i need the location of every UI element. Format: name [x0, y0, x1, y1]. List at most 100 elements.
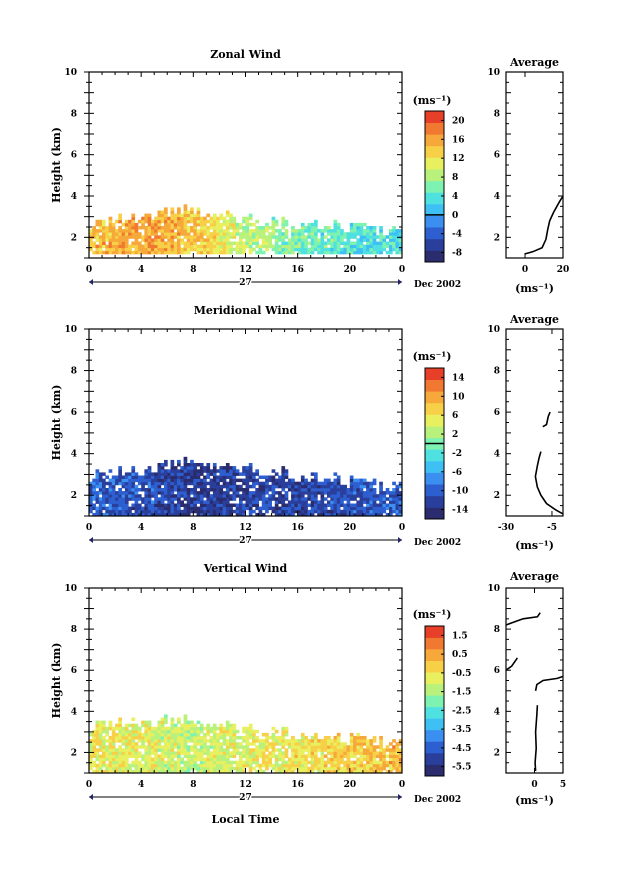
heatmap-cell	[314, 235, 318, 239]
heatmap-cell	[307, 481, 312, 486]
heatmap-cell	[310, 488, 315, 492]
heatmap-cell	[375, 497, 380, 501]
heatmap-cell	[118, 766, 122, 771]
heatmap-cell	[349, 241, 354, 245]
heatmap-cell	[193, 766, 197, 771]
heatmap-cell	[98, 720, 103, 725]
heatmap-cell	[173, 760, 178, 765]
heatmap-cell	[265, 736, 269, 740]
heatmap-cell	[183, 478, 188, 483]
heatmap-cell	[141, 732, 145, 737]
heatmap-cell	[154, 763, 158, 768]
heatmap-cell	[216, 748, 220, 752]
heatmap-cell	[160, 238, 165, 242]
heatmap-cell	[392, 739, 396, 743]
heatmap-cell	[239, 247, 243, 252]
heatmap-cell	[98, 763, 103, 768]
heatmap-cell	[150, 241, 155, 245]
heatmap-cell	[141, 766, 145, 771]
heatmap-cell	[248, 250, 253, 255]
heatmap-cell	[281, 466, 286, 470]
heatmap-cell	[297, 509, 302, 514]
heatmap-cell	[111, 229, 116, 233]
heatmap-cell	[343, 751, 347, 755]
heatmap-cell	[203, 506, 207, 511]
day-line-start-arrow	[89, 537, 93, 543]
heatmap-cell	[366, 766, 370, 771]
heatmap-cell	[362, 229, 367, 233]
heatmap-cell	[196, 481, 201, 486]
heatmap-cell	[395, 247, 400, 252]
heatmap-cell	[216, 238, 220, 242]
heatmap-cell	[346, 748, 351, 752]
heatmap-cell	[248, 472, 253, 476]
heatmap-cell	[392, 235, 396, 239]
heatmap-cell	[366, 754, 370, 758]
heatmap-cell	[320, 494, 325, 498]
heatmap-cell	[199, 494, 204, 498]
heatmap-cell	[225, 732, 230, 737]
heatmap-cell	[170, 509, 175, 514]
heatmap-cell	[379, 739, 383, 743]
heatmap-cell	[225, 481, 230, 486]
heatmap-cell	[359, 238, 364, 242]
heatmap-cell	[287, 244, 292, 249]
heatmap-cell	[186, 229, 191, 233]
heatmap-cell	[369, 484, 374, 489]
heatmap-cell	[300, 238, 305, 242]
heatmap-cell	[131, 748, 136, 752]
heatmap-cell	[180, 250, 184, 255]
heatmap-cell	[300, 229, 305, 233]
heatmap-cell	[219, 509, 224, 514]
heatmap-cell	[389, 751, 393, 755]
heatmap-cell	[389, 500, 393, 504]
heatmap-cell	[147, 751, 152, 755]
heatmap-cell	[141, 754, 145, 758]
heatmap-cell	[245, 484, 250, 489]
heatmap-cell	[212, 235, 217, 239]
heatmap-cell	[92, 235, 96, 239]
heatmap-cell	[108, 484, 113, 489]
heatmap-cell	[359, 232, 364, 236]
heatmap-cell	[356, 488, 361, 492]
heatmap-cell	[222, 235, 227, 239]
heatmap-cell	[128, 475, 132, 479]
heatmap-cell	[369, 241, 374, 245]
heatmap-cell	[362, 478, 367, 483]
heatmap-cell	[137, 736, 142, 740]
heatmap-cell	[131, 726, 136, 731]
heatmap-cell	[327, 509, 331, 514]
heatmap-cell	[349, 512, 354, 517]
heatmap-cell	[248, 478, 253, 483]
heatmap-cell	[219, 250, 224, 255]
y-tick-label: 10	[64, 325, 77, 335]
heatmap-cell	[160, 491, 165, 495]
heatmap-cell	[131, 745, 136, 749]
heatmap-cell	[265, 742, 269, 746]
heatmap-cell	[134, 736, 139, 740]
average-title: Average	[509, 570, 559, 583]
heatmap-cell	[147, 720, 152, 725]
heatmap-cell	[395, 763, 400, 768]
heatmap-cell	[232, 481, 237, 486]
heatmap-cell	[336, 250, 341, 255]
heatmap-cell	[193, 732, 197, 737]
heatmap-cell	[255, 238, 259, 242]
heatmap-cell	[137, 745, 142, 749]
heatmap-cell	[199, 763, 204, 768]
heatmap-cell	[144, 219, 149, 224]
heatmap-cell	[177, 226, 181, 230]
heatmap-cell	[294, 766, 299, 771]
heatmap-cell	[346, 500, 351, 504]
heatmap-cell	[336, 763, 341, 768]
heatmap-cell	[89, 751, 93, 755]
heatmap-cell	[372, 506, 377, 511]
heatmap-cell	[232, 754, 237, 758]
heatmap-cell	[118, 478, 122, 483]
heatmap-cell	[359, 742, 364, 746]
heatmap-cell	[353, 484, 357, 489]
heatmap-cell	[196, 766, 201, 771]
heatmap-cell	[209, 238, 214, 242]
heatmap-cell	[216, 763, 220, 768]
heatmap-cell	[255, 751, 259, 755]
